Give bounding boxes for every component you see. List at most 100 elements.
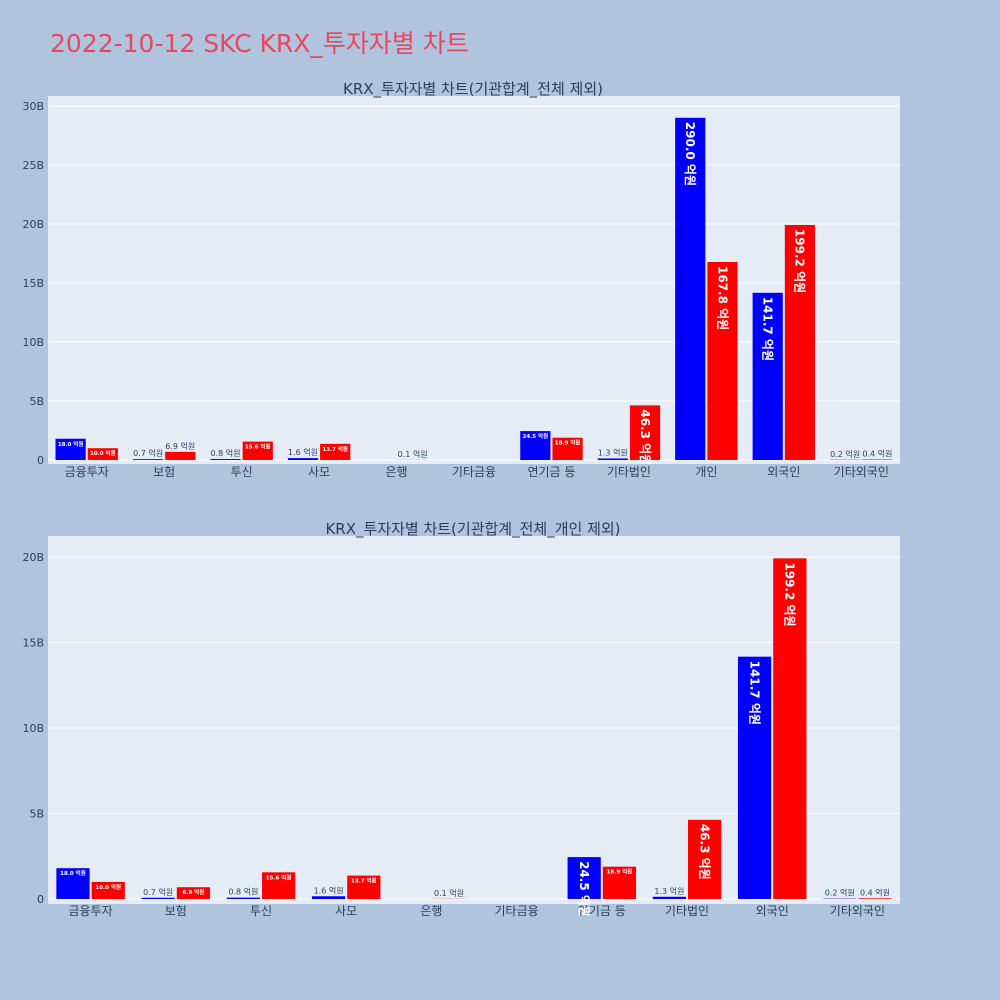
y-tick-label: 25B: [22, 159, 44, 172]
sell-bar: [176, 887, 211, 899]
sell-bar: [688, 819, 722, 899]
bar-value-label: 1.6 억원: [314, 885, 344, 895]
bar-value-label: 290.0 억원: [683, 122, 697, 186]
x-tick-label: 기타법인: [607, 465, 651, 479]
bar-value-label: 24.5 억원: [577, 861, 591, 917]
x-tick-label: 투신: [231, 465, 253, 479]
chart-excluding-institution-and-individual: KRX_투자자별 차트(기관합계_전체_개인 제외) 0 5B 10B 15B 20B 금융…: [22, 520, 900, 918]
bar-value-label: 0.8 억원: [228, 887, 258, 897]
bar-value-label: 199.2 억원: [793, 229, 807, 293]
sell-bar: [347, 875, 381, 899]
bar-value-label: 18.0 억원: [58, 440, 84, 448]
bar-value-label: 18.0 억원: [60, 869, 86, 877]
bar-value-label: 0.1 억원: [398, 449, 428, 459]
y-tick-label: 10B: [22, 722, 44, 735]
y-tick-label: 0: [37, 454, 44, 467]
y-tick-label: 5B: [29, 808, 44, 821]
bar-value-label: 141.7 억원: [747, 661, 761, 725]
bar-value-label: 1.6 억원: [288, 447, 318, 457]
x-tick-label: 투신: [250, 904, 272, 918]
x-tick-label: 연기금 등: [578, 904, 626, 918]
buy-bar: [56, 868, 90, 899]
buy-bar: [141, 897, 175, 899]
x-tick-label: 기타외국인: [830, 904, 885, 918]
buy-bar: [737, 656, 772, 899]
sell-bar: [784, 224, 816, 460]
chart-title: KRX_투자자별 차트(기관합계_전체 제외): [343, 80, 603, 99]
y-tick-label: 0: [37, 893, 44, 906]
x-tick-label: 기타법인: [665, 904, 709, 918]
buy-bar: [675, 117, 706, 461]
x-tick-label: 사모: [308, 465, 330, 479]
y-tick-label: 30B: [22, 100, 44, 113]
bar-value-label: 0.2 억원: [825, 888, 855, 898]
buy-bar: [752, 292, 783, 460]
y-tick-label: 15B: [22, 277, 44, 290]
bar-value-label: 15.6 억원: [245, 443, 271, 451]
bar-value-label: 10.0 억원: [90, 449, 116, 457]
sell-bar: [629, 405, 661, 460]
chart-title: KRX_투자자별 차트(기관합계_전체_개인 제외): [325, 520, 620, 539]
y-tick-label: 15B: [22, 637, 44, 650]
bar-value-label: 18.9 억원: [607, 868, 633, 876]
sell-bar: [858, 898, 892, 899]
buy-bar: [132, 459, 164, 460]
buy-bar: [520, 431, 551, 460]
sell-bar: [773, 558, 807, 899]
x-tick-label: 외국인: [756, 904, 789, 918]
bar-value-label: 0.7 억원: [143, 887, 173, 897]
bar-value-label: 0.4 억원: [862, 449, 892, 459]
bar-value-label: 10.0 억원: [95, 883, 121, 891]
bar-value-label: 46.3 억원: [638, 409, 652, 465]
bar-value-label: 1.3 억원: [598, 447, 628, 457]
y-tick-label: 20B: [22, 551, 44, 564]
x-tick-label: 사모: [335, 904, 357, 918]
x-tick-label: 개인: [695, 465, 717, 479]
x-tick-label: 금융투자: [65, 465, 109, 479]
bar-value-label: 15.6 억원: [266, 873, 292, 881]
bar-value-label: 24.5 억원: [523, 432, 549, 440]
x-tick-label: 은행: [385, 464, 407, 479]
sell-bar: [165, 451, 196, 460]
sell-bar: [320, 443, 351, 460]
bar-value-label: 199.2 억원: [783, 562, 797, 626]
buy-bar: [652, 896, 686, 899]
sell-bar: [242, 441, 273, 460]
sell-bar: [87, 448, 118, 460]
x-tick-label: 기타금융: [452, 465, 496, 479]
sell-bar: [707, 261, 738, 460]
buy-bar: [210, 459, 241, 460]
x-tick-label: 보험: [153, 465, 175, 479]
bar-value-label: 6.9 억원: [183, 888, 205, 896]
buy-bar: [567, 857, 601, 899]
buy-bar: [597, 458, 628, 460]
bar-value-label: 46.3 억원: [697, 824, 711, 880]
chart-excluding-institution-total: KRX_투자자별 차트(기관합계_전체 제외) 0 5B 10B 15B 20B 25B 30…: [22, 80, 900, 479]
bar-value-label: 1.3 억원: [654, 886, 684, 896]
page-title: 2022-10-12 SKC KRX_투자자별 차트: [50, 29, 469, 58]
buy-bar: [55, 438, 86, 460]
buy-bar: [226, 897, 260, 899]
x-tick-label: 기타금융: [495, 904, 539, 918]
x-tick-label: 보험: [165, 904, 187, 918]
sell-bar: [552, 437, 583, 460]
bar-value-label: 6.9 억원: [165, 441, 195, 451]
bar-value-label: 18.9 억원: [555, 439, 581, 447]
y-tick-label: 5B: [29, 395, 44, 408]
bar-value-label: 13.7 억원: [322, 445, 348, 453]
y-tick-label: 10B: [22, 336, 44, 349]
bar-value-label: 0.7 억원: [133, 448, 163, 458]
y-tick-label: 20B: [22, 218, 44, 231]
x-tick-label: 은행: [420, 903, 442, 918]
bar-value-label: 0.1 억원: [434, 888, 464, 898]
bar-value-label: 0.2 억원: [830, 449, 860, 459]
buy-bar: [311, 896, 346, 899]
x-tick-label: 기타외국인: [834, 465, 889, 479]
sell-bar: [602, 866, 637, 899]
buy-bar: [287, 458, 319, 460]
bar-value-label: 0.8 억원: [211, 448, 241, 458]
plot-area: [48, 536, 900, 904]
sell-bar: [91, 881, 125, 899]
x-tick-label: 연기금 등: [527, 465, 575, 479]
bar-value-label: 167.8 억원: [715, 266, 729, 330]
